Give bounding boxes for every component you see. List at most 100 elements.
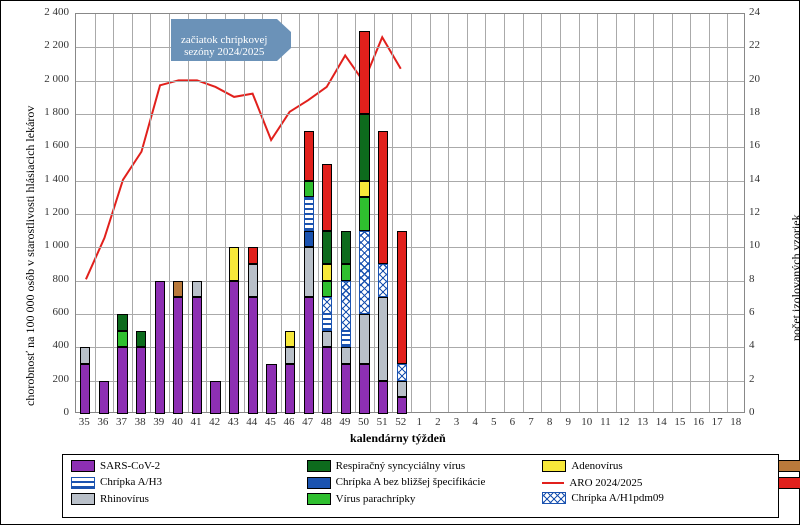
bar-parainf bbox=[117, 331, 127, 348]
bar-sarscov2 bbox=[322, 347, 332, 414]
y2-tick: 22 bbox=[749, 39, 760, 51]
y2-tick: 16 bbox=[749, 139, 760, 151]
x-tick: 48 bbox=[318, 416, 334, 428]
bar-sarscov2 bbox=[266, 364, 276, 414]
bar-rhino bbox=[285, 347, 295, 364]
y2-axis-label: počet izolovaných vzoriek bbox=[789, 214, 800, 341]
bar-rhino bbox=[397, 381, 407, 398]
bar-fluB_ns bbox=[378, 131, 388, 264]
y2-tick: 8 bbox=[749, 273, 755, 285]
legend-label: SARS-CoV-2 bbox=[100, 459, 160, 474]
y1-tick: 600 bbox=[29, 306, 69, 318]
x-tick: 9 bbox=[560, 416, 576, 428]
y2-tick: 24 bbox=[749, 6, 760, 18]
bar-rsv bbox=[117, 314, 127, 331]
x-tick: 51 bbox=[374, 416, 390, 428]
y1-tick: 200 bbox=[29, 373, 69, 385]
bar-fluA_h1 bbox=[378, 264, 388, 297]
x-tick: 37 bbox=[114, 416, 130, 428]
legend-item-rsv: Respiračný syncyciálny vírus bbox=[307, 459, 535, 474]
x-tick: 10 bbox=[579, 416, 595, 428]
y1-tick: 2 000 bbox=[29, 73, 69, 85]
y1-tick: 1 600 bbox=[29, 139, 69, 151]
y1-tick: 2 200 bbox=[29, 39, 69, 51]
legend-item-fluB_ns: Chrípka B bez bližšej špecifikácie bbox=[778, 475, 800, 490]
x-tick: 1 bbox=[411, 416, 427, 428]
legend-label: ARO 2024/2025 bbox=[569, 476, 642, 491]
x-tick: 49 bbox=[337, 416, 353, 428]
y2-tick: 2 bbox=[749, 373, 755, 385]
x-tick: 3 bbox=[449, 416, 465, 428]
x-tick: 38 bbox=[132, 416, 148, 428]
y1-tick: 400 bbox=[29, 339, 69, 351]
bar-sarscov2 bbox=[341, 364, 351, 414]
x-tick: 15 bbox=[672, 416, 688, 428]
legend-label: Respiračný syncyciálny vírus bbox=[336, 459, 466, 474]
bar-rsv bbox=[322, 231, 332, 264]
bar-parainf bbox=[304, 181, 314, 198]
bar-sarscov2 bbox=[99, 381, 109, 414]
bar-sarscov2 bbox=[80, 364, 90, 414]
y2-tick: 12 bbox=[749, 206, 760, 218]
bar-rhino bbox=[248, 264, 258, 297]
bar-fluB_ns bbox=[248, 247, 258, 264]
bar-fluB_ns bbox=[322, 164, 332, 231]
bar-rsv bbox=[136, 331, 146, 348]
bar-metapneumo bbox=[173, 281, 183, 298]
x-tick: 18 bbox=[728, 416, 744, 428]
x-tick: 39 bbox=[151, 416, 167, 428]
y2-tick: 6 bbox=[749, 306, 755, 318]
bar-sarscov2 bbox=[359, 364, 369, 414]
y1-tick: 0 bbox=[29, 406, 69, 418]
bar-fluA_ns bbox=[304, 231, 314, 248]
x-tick: 46 bbox=[281, 416, 297, 428]
y2-tick: 4 bbox=[749, 339, 755, 351]
x-tick: 13 bbox=[635, 416, 651, 428]
bar-parainf bbox=[341, 264, 351, 281]
x-tick: 16 bbox=[690, 416, 706, 428]
bar-fluB_ns bbox=[304, 131, 314, 181]
legend-label: Adenovírus bbox=[571, 459, 622, 474]
legend-label: Chrípka A/H1pdm09 bbox=[571, 491, 664, 506]
x-tick: 42 bbox=[207, 416, 223, 428]
y1-tick: 1 800 bbox=[29, 106, 69, 118]
y1-tick: 1 000 bbox=[29, 239, 69, 251]
chart-container: začiatok chrípkovej sezóny 2024/2025 SAR… bbox=[0, 0, 800, 525]
legend-item-rhino: Rhinovírus bbox=[71, 492, 299, 507]
x-tick: 11 bbox=[597, 416, 613, 428]
bar-adeno bbox=[322, 264, 332, 281]
bar-fluA_h1 bbox=[341, 281, 351, 331]
bar-sarscov2 bbox=[248, 297, 258, 414]
y2-tick: 20 bbox=[749, 73, 760, 85]
y2-tick: 0 bbox=[749, 406, 755, 418]
x-tick: 40 bbox=[169, 416, 185, 428]
bar-fluB_ns bbox=[397, 231, 407, 364]
bar-sarscov2 bbox=[117, 347, 127, 414]
legend-item-aro: ARO 2024/2025 bbox=[542, 476, 770, 491]
bar-adeno bbox=[285, 331, 295, 348]
bar-sarscov2 bbox=[136, 347, 146, 414]
x-tick: 36 bbox=[95, 416, 111, 428]
bar-fluA_h1 bbox=[397, 364, 407, 381]
x-tick: 50 bbox=[355, 416, 371, 428]
legend-item-fluA_h1: Chrípka A/H1pdm09 bbox=[542, 491, 770, 506]
x-tick: 4 bbox=[467, 416, 483, 428]
bar-rhino bbox=[304, 247, 314, 297]
x-tick: 45 bbox=[262, 416, 278, 428]
bar-fluA_h1 bbox=[359, 231, 369, 314]
plot-area bbox=[75, 13, 745, 413]
y2-tick: 14 bbox=[749, 173, 760, 185]
bar-rhino bbox=[341, 347, 351, 364]
legend-label: Vírus parachrípky bbox=[336, 492, 416, 507]
bar-rsv bbox=[359, 114, 369, 181]
bar-sarscov2 bbox=[229, 281, 239, 414]
x-tick: 17 bbox=[709, 416, 725, 428]
x-tick: 44 bbox=[244, 416, 260, 428]
bar-fluA_h3 bbox=[322, 314, 332, 331]
bar-rhino bbox=[378, 297, 388, 380]
bar-adeno bbox=[229, 247, 239, 280]
x-tick: 6 bbox=[504, 416, 520, 428]
legend: SARS-CoV-2Chrípka A/H3RhinovírusRespirač… bbox=[62, 454, 779, 518]
legend-item-sarscov2: SARS-CoV-2 bbox=[71, 459, 299, 474]
bar-rhino bbox=[192, 281, 202, 298]
